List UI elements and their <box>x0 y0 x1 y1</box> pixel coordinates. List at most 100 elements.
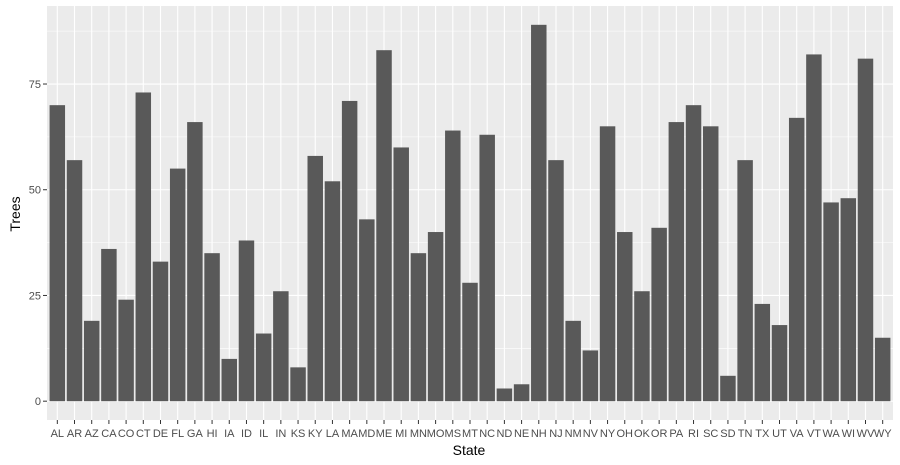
bar-nh <box>531 24 547 402</box>
x-tick-label: MD <box>358 428 375 440</box>
x-tick-label: FL <box>171 428 184 440</box>
bar-sd <box>720 375 736 402</box>
x-tick-label: WI <box>842 428 855 440</box>
bar-wa <box>823 202 839 402</box>
bar-mt <box>462 282 478 402</box>
x-tick-label: NM <box>565 428 582 440</box>
x-tick-label: MO <box>427 428 445 440</box>
y-axis: 0 25 50 75 <box>29 79 47 408</box>
x-tick-label: WY <box>874 428 892 440</box>
x-tick-label: TN <box>738 428 753 440</box>
bar-va <box>788 117 805 402</box>
x-tick-label: LA <box>326 428 340 440</box>
x-tick-label: VT <box>807 428 821 440</box>
x-tick-label: NC <box>479 428 495 440</box>
bar-ri <box>685 105 702 402</box>
x-tick-label: NY <box>600 428 616 440</box>
x-tick-label: HI <box>207 428 218 440</box>
x-tick-label: SC <box>703 428 718 440</box>
bar-de <box>152 261 169 402</box>
x-tick-label: SD <box>720 428 735 440</box>
x-tick-label: GA <box>187 428 204 440</box>
bar-ga <box>187 122 203 402</box>
bar-ok <box>634 291 650 402</box>
x-tick-label: VA <box>790 428 805 440</box>
bar-nc <box>479 134 495 402</box>
y-tick-label: 25 <box>29 290 41 302</box>
x-tick-label: MN <box>410 428 427 440</box>
y-tick-label: 0 <box>35 396 41 408</box>
bar-in <box>273 291 289 402</box>
bar-tn <box>737 160 753 402</box>
x-tick-label: WA <box>822 428 840 440</box>
bar-mn <box>410 253 427 402</box>
x-tick-label: MT <box>462 428 478 440</box>
x-tick-label: NV <box>583 428 599 440</box>
x-axis: AL AR AZ CA CO CT DE FL GA HI IA ID IL IN KS KY LA MA MD ME… <box>51 420 892 440</box>
bar-vt <box>806 54 822 402</box>
bar-ia <box>221 358 238 402</box>
x-tick-label: MA <box>341 428 358 440</box>
x-tick-label: MI <box>395 428 407 440</box>
bar-nm <box>565 320 581 402</box>
bar-ny <box>599 126 616 402</box>
x-tick-label: CT <box>136 428 151 440</box>
bar-ma <box>341 100 358 402</box>
x-tick-label: IA <box>224 428 235 440</box>
x-tick-label: TX <box>755 428 770 440</box>
x-tick-label: MS <box>445 428 462 440</box>
bar-il <box>255 333 272 402</box>
bar-ky <box>307 155 323 402</box>
x-tick-label: DE <box>153 428 168 440</box>
x-tick-label: RI <box>688 428 699 440</box>
bar-pa <box>668 122 685 402</box>
bar-ks <box>290 367 306 402</box>
bar-mi <box>393 147 409 402</box>
x-tick-label: AR <box>67 428 82 440</box>
bar-fl <box>169 168 186 402</box>
y-tick-label: 50 <box>29 185 41 197</box>
bar-ms <box>445 130 461 402</box>
y-tick-label: 75 <box>29 79 41 91</box>
bar-hi <box>204 253 220 402</box>
bar-ct <box>135 92 152 402</box>
x-tick-label: NH <box>531 428 547 440</box>
bar-tx <box>754 303 771 402</box>
bar-ar <box>66 160 83 402</box>
bar-al <box>49 105 66 402</box>
bar-nv <box>582 350 599 402</box>
x-tick-label: OR <box>651 428 668 440</box>
x-tick-label: OH <box>617 428 634 440</box>
bar-me <box>376 50 392 402</box>
x-tick-label: NE <box>514 428 529 440</box>
bar-az <box>83 320 100 402</box>
bar-oh <box>617 232 633 402</box>
y-axis-title: Trees <box>7 196 23 231</box>
x-tick-label: KS <box>291 428 306 440</box>
x-tick-label: OK <box>634 428 651 440</box>
x-tick-label: IN <box>275 428 286 440</box>
x-tick-label: NJ <box>549 428 562 440</box>
bar-la <box>324 181 341 402</box>
x-axis-title: State <box>453 442 486 458</box>
bar-nd <box>496 388 513 402</box>
x-tick-label: AZ <box>85 428 99 440</box>
bar-wv <box>857 58 874 402</box>
bar-ne <box>513 384 530 402</box>
x-tick-label: WV <box>857 428 875 440</box>
bar-nj <box>548 160 564 402</box>
bar-md <box>359 219 375 402</box>
x-tick-label: ME <box>376 428 393 440</box>
bars <box>49 24 891 402</box>
bar-or <box>651 227 667 402</box>
bar-co <box>118 299 134 402</box>
x-tick-label: AL <box>51 428 64 440</box>
bar-wi <box>840 198 857 402</box>
x-tick-label: ND <box>496 428 512 440</box>
bar-id <box>238 240 255 402</box>
bar-mo <box>427 232 444 402</box>
bar-sc <box>702 126 719 402</box>
x-tick-label: ID <box>241 428 252 440</box>
x-tick-label: PA <box>669 428 684 440</box>
